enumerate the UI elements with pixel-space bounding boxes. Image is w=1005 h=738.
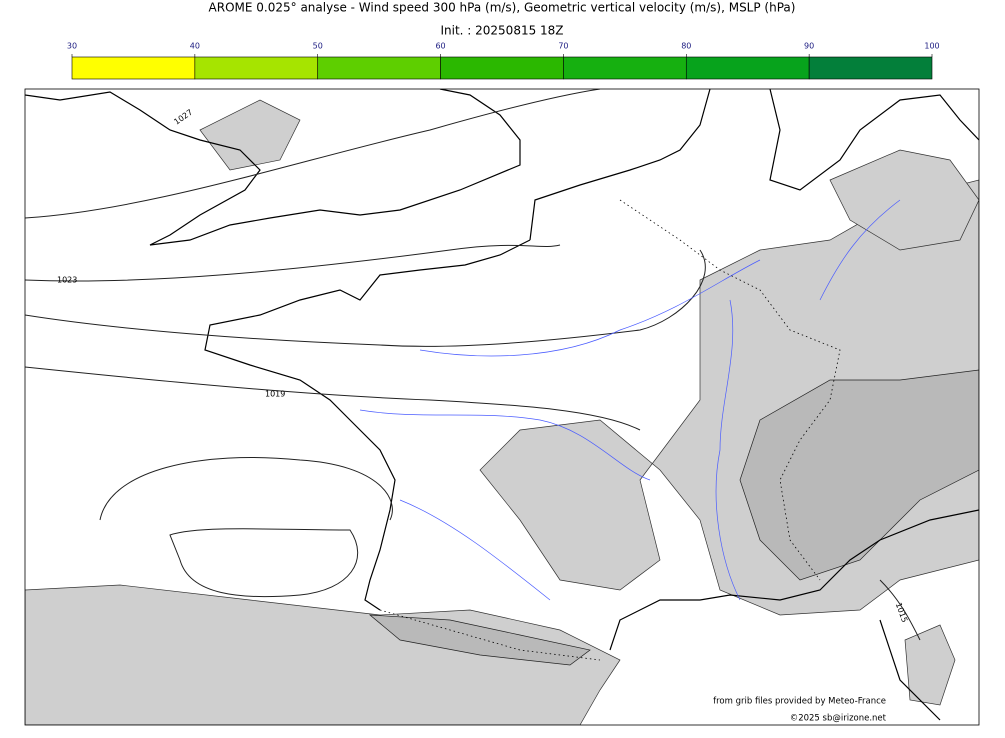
subtitle: Init. : 20250815 18Z — [440, 24, 563, 38]
relief-germany — [829, 149, 979, 251]
relief-pyrenees — [25, 584, 621, 725]
coast-north — [769, 89, 979, 191]
colorbar-tick-label: 50 — [313, 42, 323, 51]
coast-mediterranean — [609, 509, 979, 651]
colorbar-segment — [563, 56, 687, 80]
colorbar-segment — [194, 56, 319, 80]
isobar-label: 1019 — [265, 390, 285, 399]
isobar — [25, 89, 601, 219]
isobar — [25, 249, 706, 347]
coast-benelux — [529, 89, 711, 241]
colorbar-tick-label: 70 — [558, 42, 568, 51]
river — [819, 199, 901, 301]
colorbar-segment — [71, 56, 196, 80]
coast-corsica — [879, 619, 941, 721]
colorbar-segment — [317, 56, 441, 80]
relief-pyrenees-crest — [368, 614, 591, 666]
isobar — [169, 528, 359, 598]
map: 1027 1023 1019 1015 from grib files prov… — [24, 88, 980, 726]
isobar — [25, 366, 641, 431]
river — [399, 499, 551, 601]
colorbar-tick-label: 100 — [924, 42, 939, 51]
map-frame — [24, 88, 980, 726]
river — [715, 299, 741, 601]
river — [359, 409, 651, 481]
colorbar-tick-label: 40 — [190, 42, 200, 51]
river — [419, 259, 761, 357]
border — [619, 199, 841, 581]
relief-wales — [199, 99, 301, 171]
isobar — [99, 457, 393, 521]
colorbar-segment — [440, 56, 564, 80]
colorbar-segment — [685, 56, 810, 80]
relief-alps — [739, 369, 979, 581]
coast-france-atlantic — [204, 239, 531, 611]
colorbar-tick-label: 30 — [67, 42, 77, 51]
coast-england — [25, 89, 521, 246]
colorbar-segment — [808, 56, 933, 80]
colorbar-tick-label: 80 — [681, 42, 691, 51]
colorbar-tick-label: 90 — [804, 42, 814, 51]
isobar — [879, 579, 921, 641]
colorbar: 30 40 50 60 70 80 90 100 — [67, 42, 940, 80]
isobar-label: 1023 — [57, 276, 77, 285]
credit-author: ©2025 sb@irizone.net — [790, 714, 887, 724]
border — [379, 609, 601, 661]
title: AROME 0.025° analyse - Wind speed 300 hP… — [209, 1, 796, 15]
colorbar-tick-label: 60 — [435, 42, 445, 51]
isobar — [25, 244, 561, 282]
credit-source: from grib files provided by Meteo-France — [713, 697, 886, 707]
